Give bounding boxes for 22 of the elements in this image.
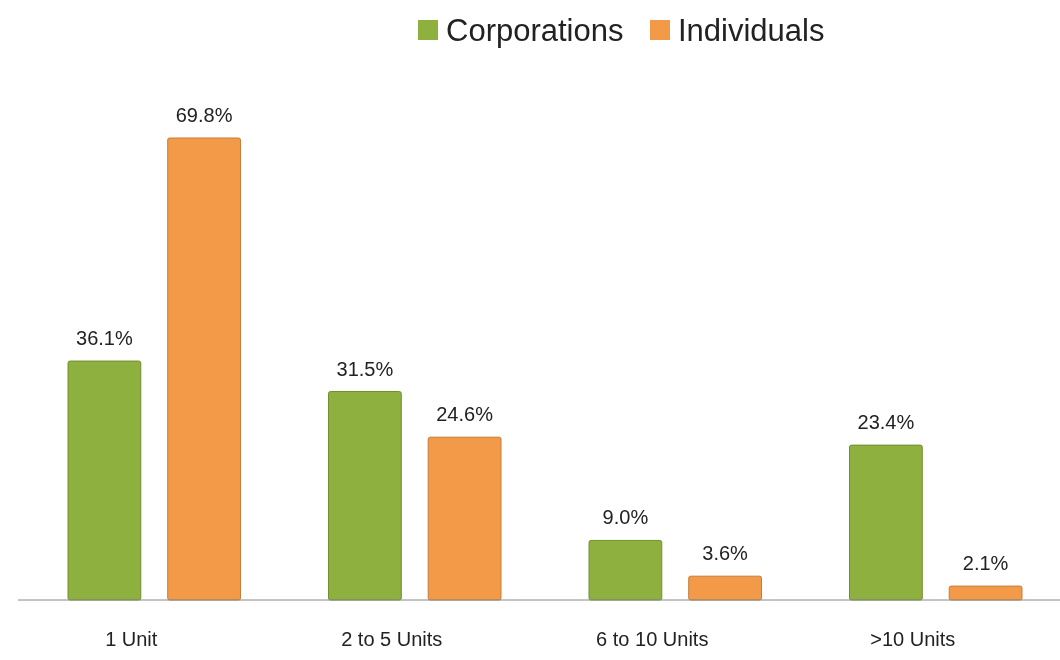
data-label: 23.4%: [857, 411, 915, 434]
bar: [849, 444, 923, 601]
bar: [427, 436, 502, 601]
data-label: 69.8%: [175, 104, 233, 126]
bar: [67, 360, 142, 601]
x-tick-label: 6 to 10 Units: [596, 628, 709, 650]
bar: [948, 585, 1023, 601]
legend-label: Individuals: [678, 13, 825, 48]
x-tick-label: 1 Unit: [105, 628, 158, 650]
bar: [588, 539, 663, 601]
bar: [688, 575, 762, 601]
legend-label: Corporations: [446, 13, 624, 48]
data-label: 2.1%: [962, 552, 1009, 575]
data-label: 24.6%: [436, 403, 494, 426]
data-label: 31.5%: [336, 357, 394, 380]
data-label: 9.0%: [602, 506, 649, 529]
data-label: 3.6%: [702, 542, 749, 565]
bar: [167, 137, 241, 601]
x-tick-label: 2 to 5 Units: [341, 628, 443, 650]
data-label: 36.1%: [76, 327, 133, 350]
bar: [328, 391, 402, 601]
x-tick-label: >10 Units: [870, 628, 956, 650]
